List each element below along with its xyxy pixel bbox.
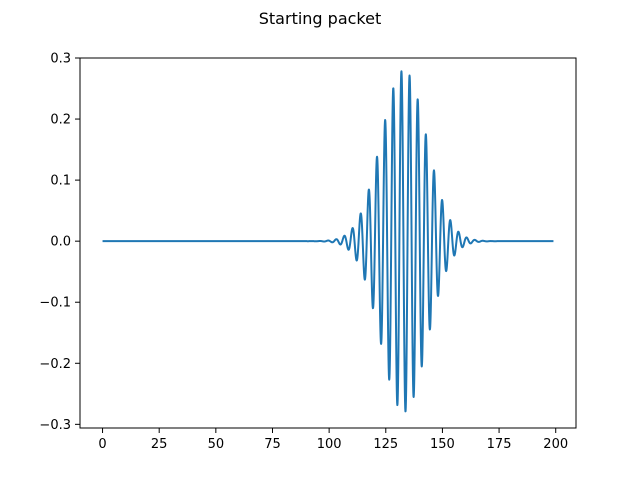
x-tick-label: 75 xyxy=(264,437,281,452)
series-line xyxy=(101,70,555,413)
y-tick-label: −0.1 xyxy=(39,296,71,311)
y-axis-ticks: −0.3 −0.2 −0.1 0.0 0.1 0.2 0.3 xyxy=(39,52,80,433)
x-tick-label: 50 xyxy=(208,437,225,452)
plot-area xyxy=(79,57,577,429)
y-tick-label: −0.3 xyxy=(39,418,71,433)
y-tick-label: 0.3 xyxy=(50,52,71,67)
chart-title: Starting packet xyxy=(259,9,381,28)
axes-frame xyxy=(79,57,577,429)
y-tick-label: −0.2 xyxy=(39,357,71,372)
x-tick-label: 25 xyxy=(151,437,168,452)
y-tick-label: 0.0 xyxy=(50,235,71,250)
x-tick-label: 125 xyxy=(373,437,398,452)
x-tick-label: 175 xyxy=(487,437,512,452)
x-tick-label: 200 xyxy=(543,437,568,452)
x-tick-label: 0 xyxy=(98,437,106,452)
series-layer xyxy=(101,70,555,413)
x-tick-label: 150 xyxy=(430,437,455,452)
y-tick-label: 0.2 xyxy=(50,113,71,128)
y-tick-label: 0.1 xyxy=(50,174,71,189)
x-tick-label: 100 xyxy=(317,437,342,452)
x-axis-ticks: 0 25 50 75 100 125 150 175 200 xyxy=(98,428,568,452)
